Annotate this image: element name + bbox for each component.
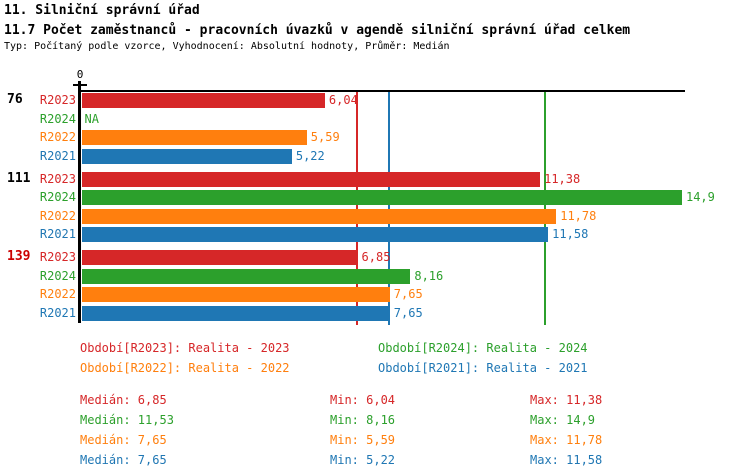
page-meta: Typ: Počítaný podle vzorce, Vyhodnocení:… (4, 41, 450, 52)
bar (81, 171, 541, 187)
stat-median-R2023: Medián: 6,85 (80, 393, 167, 407)
series-row-label: R2024 (39, 190, 76, 204)
series-row-label: R2024 (39, 268, 76, 283)
axis-zero-label: 0 (76, 68, 84, 81)
group-label: 111 (7, 170, 31, 186)
series-row-label: R2023 (39, 171, 76, 186)
series-row-label: R2022 (39, 287, 76, 301)
stat-median-R2024: Medián: 11,53 (80, 413, 174, 427)
stat-median-R2021: Medián: 7,65 (80, 453, 167, 467)
series-row-label: R2023 (39, 250, 76, 264)
legend-item-R2024: Období[R2024]: Realita - 2024 (378, 341, 588, 355)
stat-min-R2023: Min: 6,04 (330, 393, 396, 407)
bar-value-label: 6,04 (328, 93, 358, 107)
series-row-label: R2021 (39, 148, 76, 163)
series-row-label: R2023 (39, 93, 76, 107)
series-row-label: R2022 (39, 130, 76, 144)
bar (81, 208, 557, 224)
median-ref-line-R2024 (544, 91, 547, 325)
stat-median-R2022: Medián: 7,65 (80, 433, 167, 447)
median-ref-line-R2023 (355, 91, 358, 325)
stat-max-R2024: Max: 14,9 (530, 413, 596, 427)
stat-max-R2021: Max: 11,58 (530, 453, 603, 467)
stat-max-R2023: Max: 11,38 (530, 393, 603, 407)
y-axis-line (78, 81, 81, 323)
bar-value-label: 7,65 (393, 305, 423, 320)
stat-min-R2021: Min: 5,22 (330, 453, 396, 467)
bar-na-label: NA (84, 111, 99, 126)
series-row-label: R2021 (39, 227, 76, 241)
stat-max-R2022: Max: 11,78 (530, 433, 603, 447)
group-label: 76 (7, 92, 23, 107)
median-ref-line-R2022 (387, 91, 390, 325)
bar (81, 93, 325, 108)
legend-item-R2022: Období[R2022]: Realita - 2022 (80, 361, 290, 375)
bar (81, 250, 358, 265)
bar-value-label: 11,78 (560, 208, 597, 223)
bar-value-label: 14,9 (685, 190, 715, 204)
x-axis-top-line (80, 90, 685, 92)
series-row-label: R2021 (39, 305, 76, 320)
bar (81, 227, 549, 242)
page-subtitle: 11.7 Počet zaměstnanců - pracovních úvaz… (4, 23, 631, 38)
bar (81, 130, 307, 145)
bar (81, 190, 682, 205)
median-ref-line-R2021 (387, 91, 390, 325)
axis-zero-tick (73, 84, 87, 86)
bar-value-label: 5,22 (295, 148, 325, 163)
bar-value-label: 11,58 (552, 227, 589, 241)
bar (81, 305, 390, 321)
bar-value-label: 5,59 (310, 130, 340, 144)
page-title: 11. Silniční správní úřad (4, 3, 200, 18)
bar-value-label: 8,16 (414, 268, 444, 283)
bar (81, 148, 292, 164)
stat-min-R2024: Min: 8,16 (330, 413, 396, 427)
legend-item-R2023: Období[R2023]: Realita - 2023 (80, 341, 290, 355)
series-row-label: R2022 (39, 208, 76, 223)
group-label: 139 (7, 249, 31, 264)
legend-item-R2021: Období[R2021]: Realita - 2021 (378, 361, 588, 375)
stat-min-R2022: Min: 5,59 (330, 433, 396, 447)
bar (81, 287, 390, 302)
series-row-label: R2024 (39, 111, 76, 126)
bar (81, 268, 411, 284)
bar-value-label: 6,85 (361, 250, 391, 264)
bar-value-label: 7,65 (393, 287, 423, 301)
bar-value-label: 11,38 (544, 171, 581, 186)
